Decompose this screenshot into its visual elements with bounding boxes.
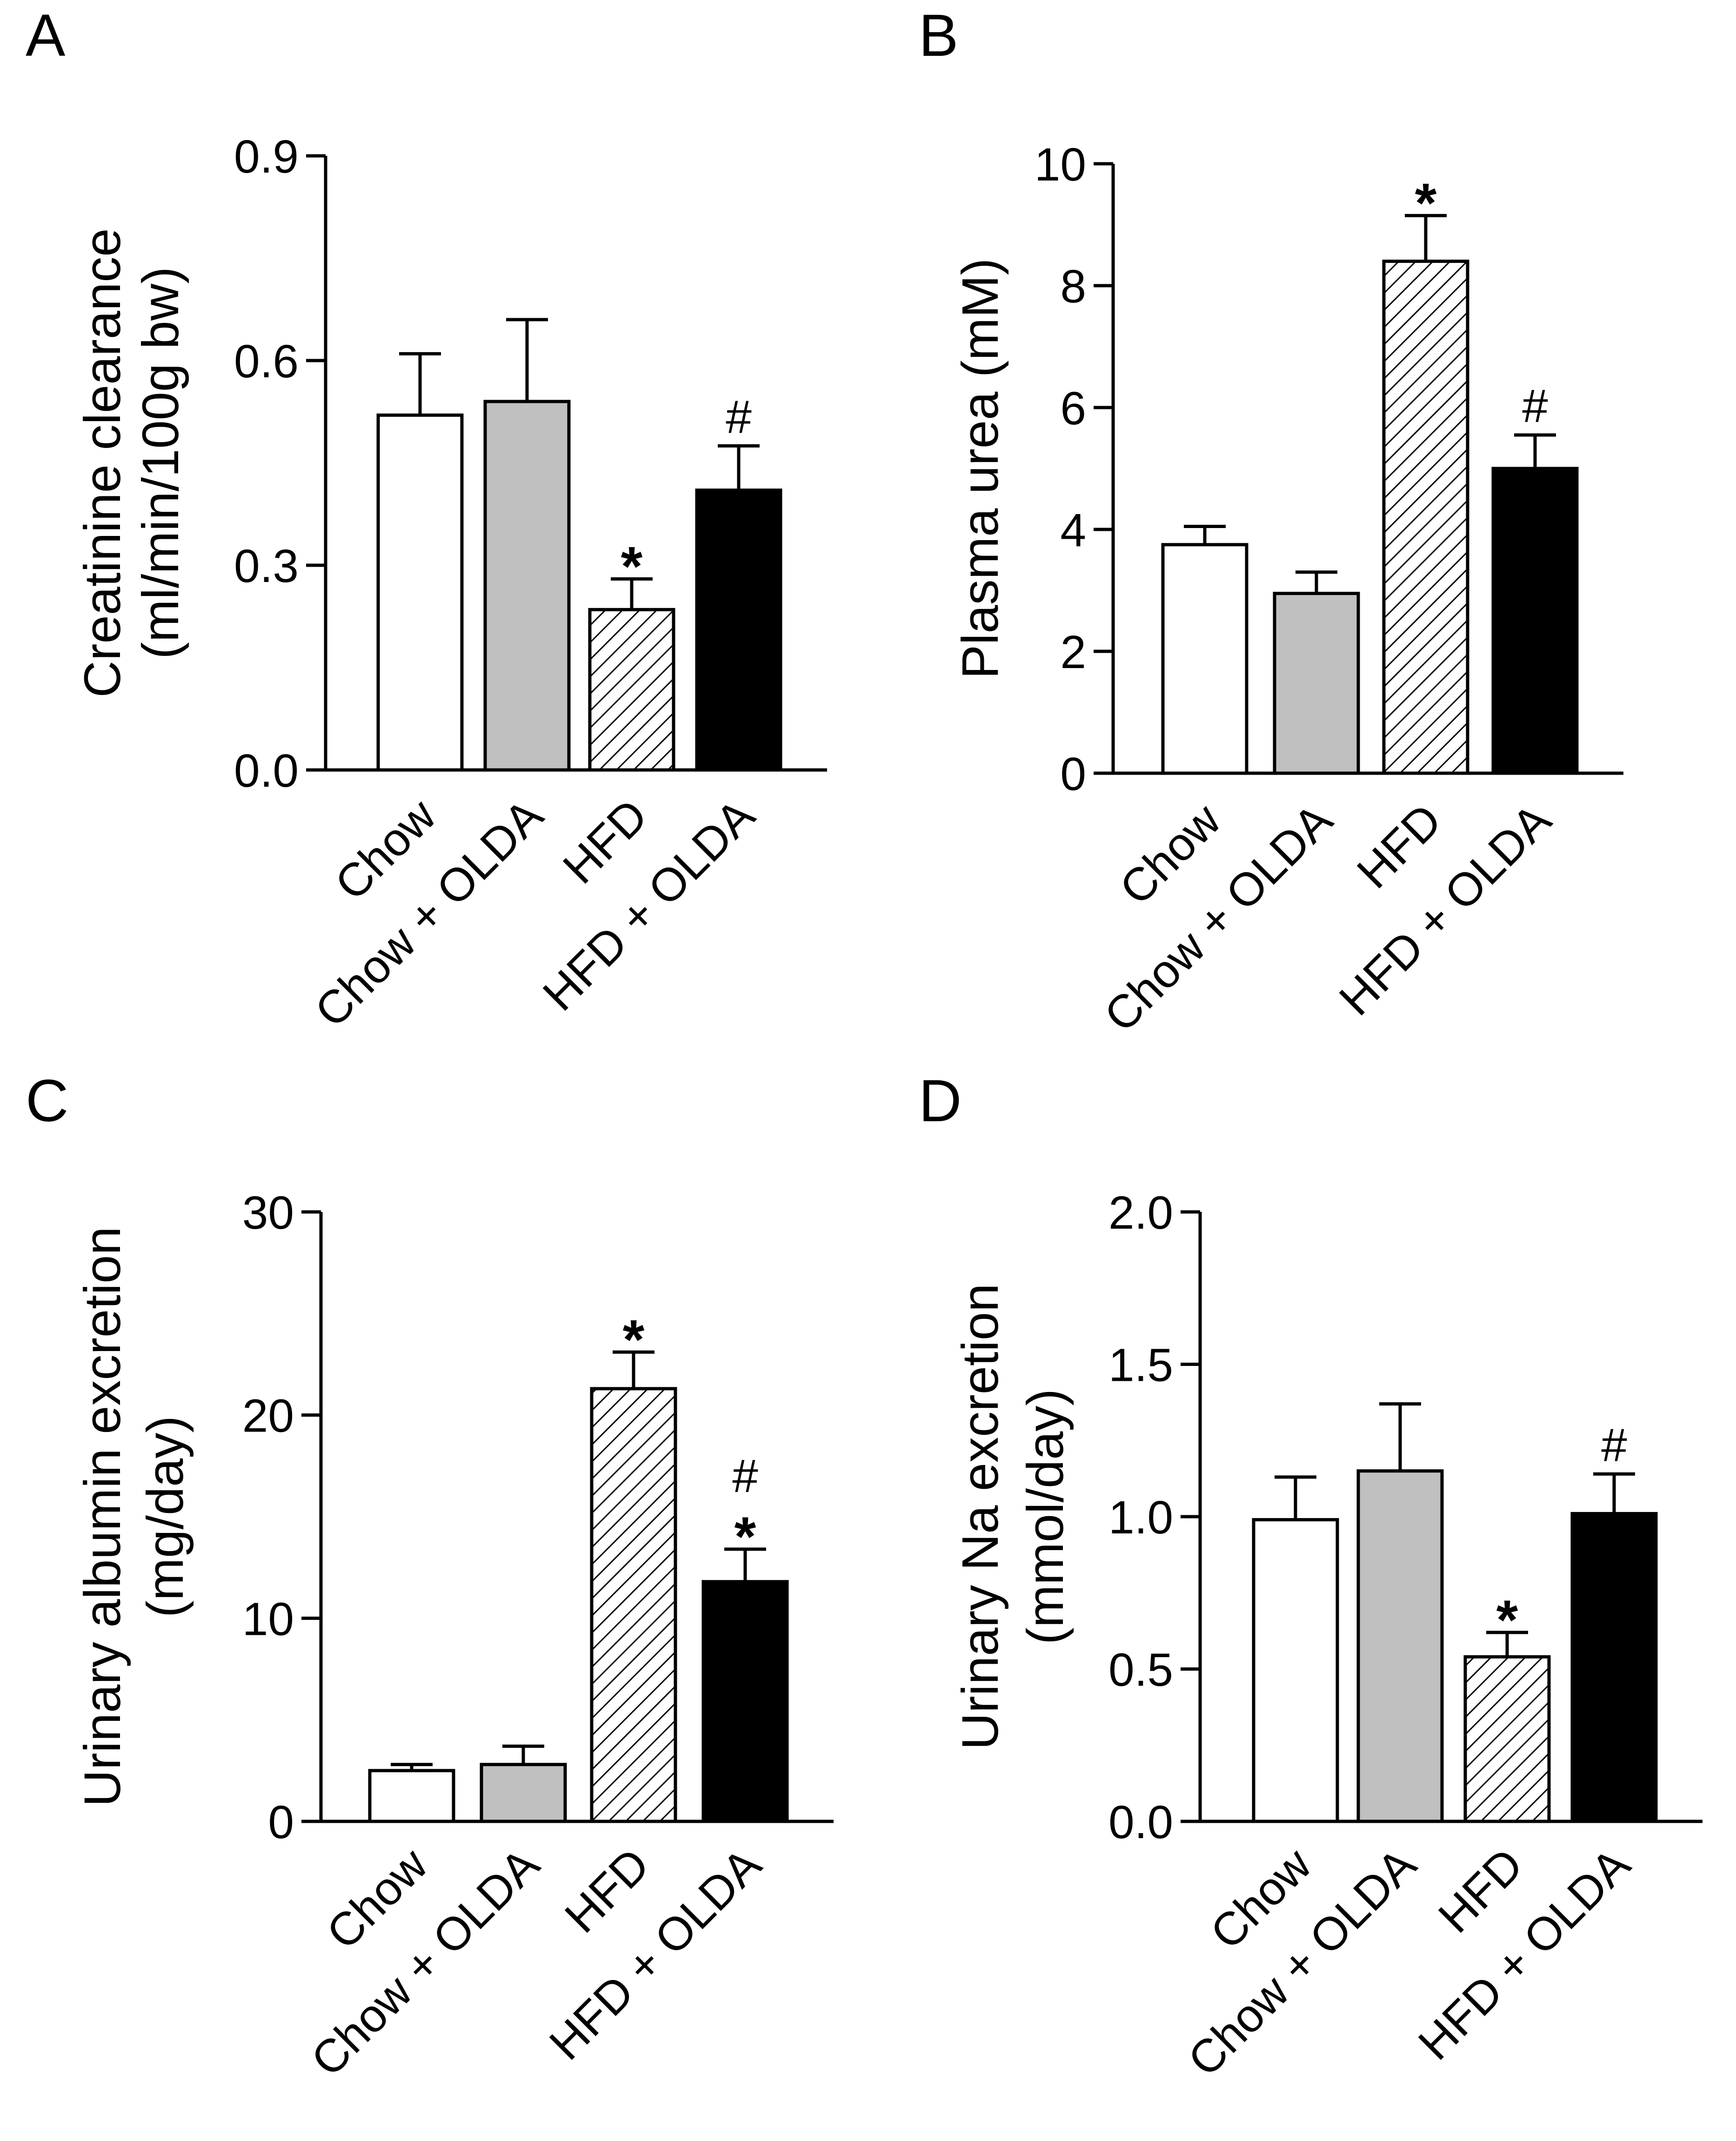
panel-label: C [26, 1068, 68, 1134]
bar [695, 488, 782, 772]
y-tick-label: 0.3 [234, 540, 299, 592]
bar [1382, 260, 1469, 775]
bar [701, 1580, 789, 1823]
y-tick-label: 0 [268, 1796, 294, 1848]
y-axis-label: Urinary albumin excretion [74, 1226, 131, 1806]
bar [1273, 592, 1360, 775]
significance-hash: # [1601, 1419, 1627, 1471]
bar [483, 400, 571, 772]
y-tick-label: 4 [1060, 504, 1086, 556]
y-axis-label: Urinary Na excretion [952, 1284, 1009, 1750]
panel-a: A Creatinine clearance (ml/min/100g bw) 0.0… [26, 2, 827, 1037]
y-tick-label: 0.0 [1108, 1796, 1173, 1848]
y-tick-label: 2.0 [1108, 1187, 1173, 1239]
significance-star: * [734, 1505, 756, 1568]
y-axis-label-units: (mg/day) [137, 1416, 194, 1618]
panel-d: D Urinary Na excretion (mmol/day) 0.0 0.5 1.0… [919, 1068, 1703, 2086]
y-tick-label: 10 [242, 1593, 294, 1645]
y-tick-label: 20 [242, 1390, 294, 1442]
y-tick-label: 30 [242, 1187, 294, 1239]
significance-star: * [1496, 1589, 1518, 1651]
bar [590, 1387, 677, 1823]
y-axis-label: Plasma urea (mM) [952, 258, 1009, 679]
bar [480, 1763, 567, 1823]
bar [1356, 1469, 1444, 1823]
y-tick-label: 10 [1035, 139, 1086, 191]
bar [1491, 467, 1579, 775]
significance-star: * [623, 1308, 645, 1371]
significance-star: * [1415, 172, 1437, 234]
y-tick-label: 1.0 [1108, 1492, 1173, 1544]
bar [1570, 1512, 1658, 1823]
significance-hash: # [1522, 380, 1548, 432]
y-tick-label: 0.9 [234, 131, 299, 183]
y-tick-label: 0.6 [234, 335, 299, 388]
significance-hash: # [726, 391, 752, 443]
y-tick-label: 0.5 [1108, 1644, 1173, 1696]
x-category-label: HFD [555, 1838, 660, 1943]
bar [588, 608, 675, 772]
significance-hash: # [732, 1450, 758, 1502]
panel-label: A [26, 2, 66, 69]
panel-label: B [919, 2, 958, 69]
bar [1252, 1518, 1339, 1823]
bar [1463, 1655, 1551, 1823]
y-axis-label-units: (mmol/day) [1017, 1389, 1074, 1645]
y-axis-label-units: (ml/min/100g bw) [132, 267, 189, 659]
y-tick-label: 0.0 [234, 745, 299, 797]
y-tick-label: 2 [1060, 626, 1086, 678]
significance-star: * [621, 535, 643, 597]
bar [1161, 543, 1249, 775]
y-tick-label: 6 [1060, 382, 1086, 435]
y-tick-label: 8 [1060, 261, 1086, 313]
panel-label: D [919, 1068, 961, 1134]
y-axis-label: Creatinine clearance [74, 228, 131, 698]
y-tick-label: 1.5 [1108, 1339, 1173, 1392]
y-tick-label: 0 [1060, 748, 1086, 800]
bar [368, 1769, 455, 1823]
panel-c: C Urinary albumin excretion (mg/day) 0 10 20 3… [26, 1068, 834, 2086]
bar [376, 413, 464, 772]
